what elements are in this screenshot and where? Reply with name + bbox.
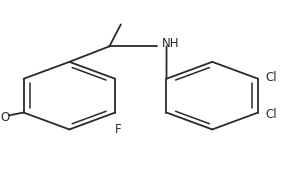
Text: Cl: Cl [265, 71, 277, 84]
Text: Cl: Cl [265, 107, 277, 121]
Text: NH: NH [162, 37, 180, 50]
Text: O: O [0, 111, 10, 124]
Text: F: F [115, 123, 121, 136]
